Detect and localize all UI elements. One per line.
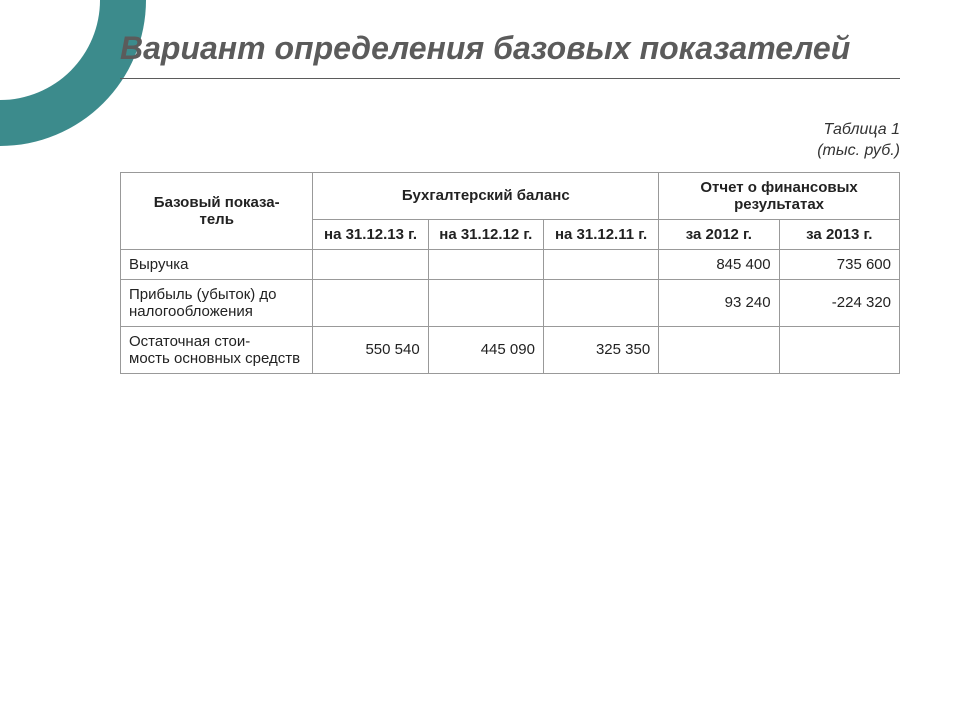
col-header-finreport-group: Отчет о финансовых результатах	[659, 172, 900, 219]
cell: 735 600	[779, 249, 899, 279]
row-label: Выручка	[121, 249, 313, 279]
caption-line-1: Таблица 1	[824, 121, 900, 138]
cell: -224 320	[779, 279, 899, 326]
cell	[779, 326, 899, 373]
col-header-balance-date-3: на 31.12.11 г.	[543, 219, 658, 249]
cell	[428, 279, 543, 326]
col-header-fin-period-1: за 2012 г.	[659, 219, 779, 249]
col-header-indicator: Базовый показа-тель	[121, 172, 313, 249]
col-header-fin-period-2: за 2013 г.	[779, 219, 899, 249]
table-row: Выручка 845 400 735 600	[121, 249, 900, 279]
cell: 845 400	[659, 249, 779, 279]
col-header-balance-group: Бухгалтерский баланс	[313, 172, 659, 219]
cell: 445 090	[428, 326, 543, 373]
col-header-balance-date-1: на 31.12.13 г.	[313, 219, 428, 249]
cell	[543, 249, 658, 279]
cell	[313, 249, 428, 279]
table-row: Прибыль (убыток) до налогообложения 93 2…	[121, 279, 900, 326]
cell	[543, 279, 658, 326]
table-row: Остаточная стои-мость основных средств 5…	[121, 326, 900, 373]
cell	[313, 279, 428, 326]
indicators-table: Базовый показа-тель Бухгалтерский баланс…	[120, 172, 900, 374]
table-header-row-1: Базовый показа-тель Бухгалтерский баланс…	[121, 172, 900, 219]
row-label: Прибыль (убыток) до налогообложения	[121, 279, 313, 326]
cell: 325 350	[543, 326, 658, 373]
slide-body: Вариант определения базовых показателей …	[0, 0, 960, 720]
col-header-balance-date-2: на 31.12.12 г.	[428, 219, 543, 249]
cell	[428, 249, 543, 279]
caption-line-2: (тыс. руб.)	[817, 142, 900, 159]
row-label: Остаточная стои-мость основных средств	[121, 326, 313, 373]
table-caption: Таблица 1 (тыс. руб.)	[120, 119, 900, 162]
title-rule	[120, 78, 900, 79]
cell: 550 540	[313, 326, 428, 373]
cell: 93 240	[659, 279, 779, 326]
slide-title: Вариант определения базовых показателей	[120, 30, 900, 68]
cell	[659, 326, 779, 373]
